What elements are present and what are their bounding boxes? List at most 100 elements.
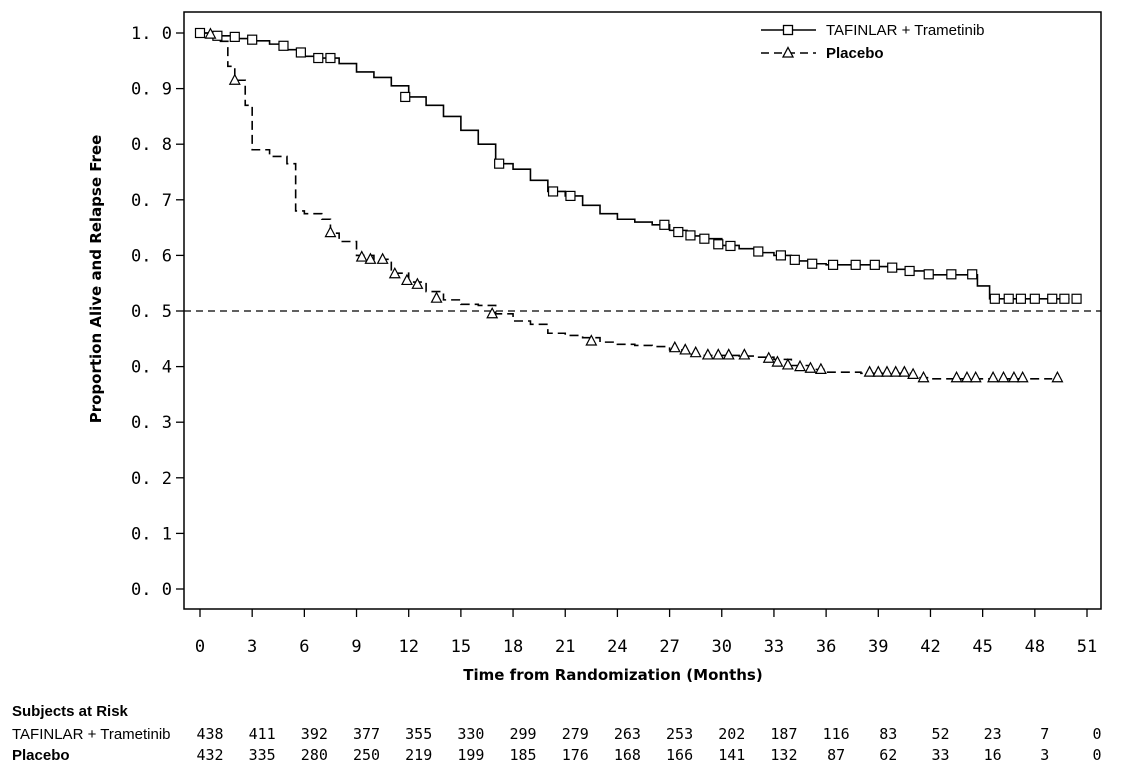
censor-marker-triangle (987, 370, 1000, 383)
series-line-tafinlar (200, 32, 1070, 300)
y-tick-label: 0. 0 (131, 580, 172, 600)
censor-marker-square (725, 240, 736, 252)
at-risk-value-tafinlar: 392 (301, 725, 328, 743)
censor-marker-square (673, 226, 684, 238)
censor-marker-square (247, 34, 258, 45)
at-risk-value-placebo: 280 (301, 746, 328, 764)
at-risk-value-tafinlar: 52 (931, 725, 949, 743)
censor-marker-triangle (969, 370, 982, 383)
y-axis-ticks: 0. 0 0. 1 0. 2 0. 3 0. 4 0. 5 0. 6 0. 7 0. 8 0. 9… (131, 24, 184, 600)
at-risk-value-tafinlar: 355 (405, 725, 432, 743)
y-tick-label: 0. 5 (131, 302, 172, 322)
censor-marker-square (565, 190, 576, 202)
x-tick-label: 36 (816, 637, 836, 657)
censor-marker-square (967, 269, 978, 280)
at-risk-value-placebo: 141 (718, 746, 745, 764)
censor-marker-triangle (668, 340, 681, 353)
legend-label-tafinlar: TAFINLAR + Trametinib (826, 22, 985, 39)
at-risk-value-placebo: 185 (510, 746, 537, 764)
y-tick-label: 0. 2 (131, 469, 172, 489)
at-risk-value-placebo: 3 (1040, 746, 1049, 764)
at-risk-value-placebo: 0 (1092, 746, 1101, 764)
censor-marker-triangle (794, 359, 807, 372)
x-tick-label: 27 (659, 637, 679, 657)
y-tick-label: 0. 8 (131, 135, 172, 155)
x-tick-label: 0 (195, 637, 205, 657)
y-tick-label: 0. 1 (131, 524, 172, 544)
censor-marker-triangle (722, 348, 735, 360)
y-tick-label: 1. 0 (131, 24, 172, 44)
legend: TAFINLAR + Trametinib Placebo (761, 22, 985, 62)
at-risk-row-label-tafinlar: TAFINLAR + Trametinib (12, 726, 171, 743)
at-risk-value-tafinlar: 263 (614, 725, 641, 743)
at-risk-title: Subjects at Risk (12, 703, 129, 720)
censor-marker-triangle (907, 367, 920, 379)
censor-marker-square (1071, 293, 1082, 304)
square-marker-icon (782, 24, 794, 36)
y-tick-label: 0. 7 (131, 191, 172, 211)
legend-label-placebo: Placebo (826, 45, 884, 62)
at-risk-value-placebo: 168 (614, 746, 641, 764)
at-risk-value-placebo: 62 (879, 746, 897, 764)
censor-marker-triangle (364, 252, 377, 264)
censor-marker-triangle (1051, 370, 1064, 383)
censor-marker-triangle (997, 370, 1010, 383)
censor-marker-square (547, 186, 559, 197)
censor-marker-square (1015, 293, 1027, 304)
at-risk-value-placebo: 132 (770, 746, 797, 764)
at-risk-value-tafinlar: 279 (562, 725, 589, 743)
at-risk-value-placebo: 166 (666, 746, 693, 764)
x-tick-label: 42 (920, 637, 940, 657)
censor-marker-square (685, 230, 696, 241)
at-risk-value-placebo: 335 (249, 746, 276, 764)
x-tick-label: 9 (351, 637, 361, 657)
x-tick-label: 6 (299, 637, 309, 657)
censor-marker-square (699, 233, 710, 244)
y-tick-label: 0. 9 (131, 80, 172, 100)
x-axis-ticks: 0 3 6 9 12 15 18 21 24 27 30 33 36 39 42 45 48 51 (195, 609, 1097, 657)
censor-marker-triangle (1016, 370, 1029, 383)
censor-marker-square (325, 52, 336, 64)
x-tick-label: 30 (712, 637, 732, 657)
x-tick-label: 12 (398, 637, 418, 657)
censor-marker-square (827, 259, 839, 270)
censor-marker-square (1003, 293, 1014, 304)
censor-marker-triangle (585, 334, 598, 346)
censor-marker-square (400, 91, 411, 103)
censor-marker-triangle (898, 365, 911, 377)
at-risk-value-tafinlar: 202 (718, 725, 745, 743)
at-risk-value-placebo: 87 (827, 746, 845, 764)
censor-marker-triangle (486, 306, 499, 319)
x-tick-label: 48 (1025, 637, 1045, 657)
censor-marker-square (494, 158, 505, 169)
censor-marker-square (1029, 293, 1040, 304)
y-tick-label: 0. 3 (131, 413, 172, 433)
x-tick-label: 21 (555, 637, 575, 657)
censor-marker-triangle (880, 365, 893, 377)
censor-marker-triangle (872, 365, 885, 377)
censor-marker-square (850, 259, 861, 270)
y-tick-label: 0. 6 (131, 246, 172, 266)
censor-marker-square (229, 31, 240, 42)
censor-marker-square (904, 265, 915, 277)
at-risk-value-placebo: 219 (405, 746, 432, 764)
at-risk-value-tafinlar: 253 (666, 725, 693, 743)
x-tick-label: 33 (764, 637, 784, 657)
y-axis-title: Proportion Alive and Relapse Free (87, 135, 105, 424)
censor-marker-triangle (324, 225, 337, 238)
series-layer (200, 32, 1070, 380)
censor-marker-triangle (701, 348, 714, 360)
censor-marker-square (295, 47, 306, 58)
censor-marker-triangle (1007, 370, 1020, 383)
censor-marker-square (278, 40, 289, 51)
at-risk-value-placebo: 16 (984, 746, 1002, 764)
censor-marker-square (753, 246, 764, 257)
at-risk-row-label-placebo: Placebo (12, 747, 70, 764)
at-risk-value-tafinlar: 330 (457, 725, 484, 743)
x-tick-label: 18 (503, 637, 523, 657)
series-line-placebo (200, 32, 1053, 380)
censor-marker-triangle (738, 348, 751, 360)
censor-marker-square (887, 262, 898, 273)
censor-marker-triangle (771, 355, 784, 367)
